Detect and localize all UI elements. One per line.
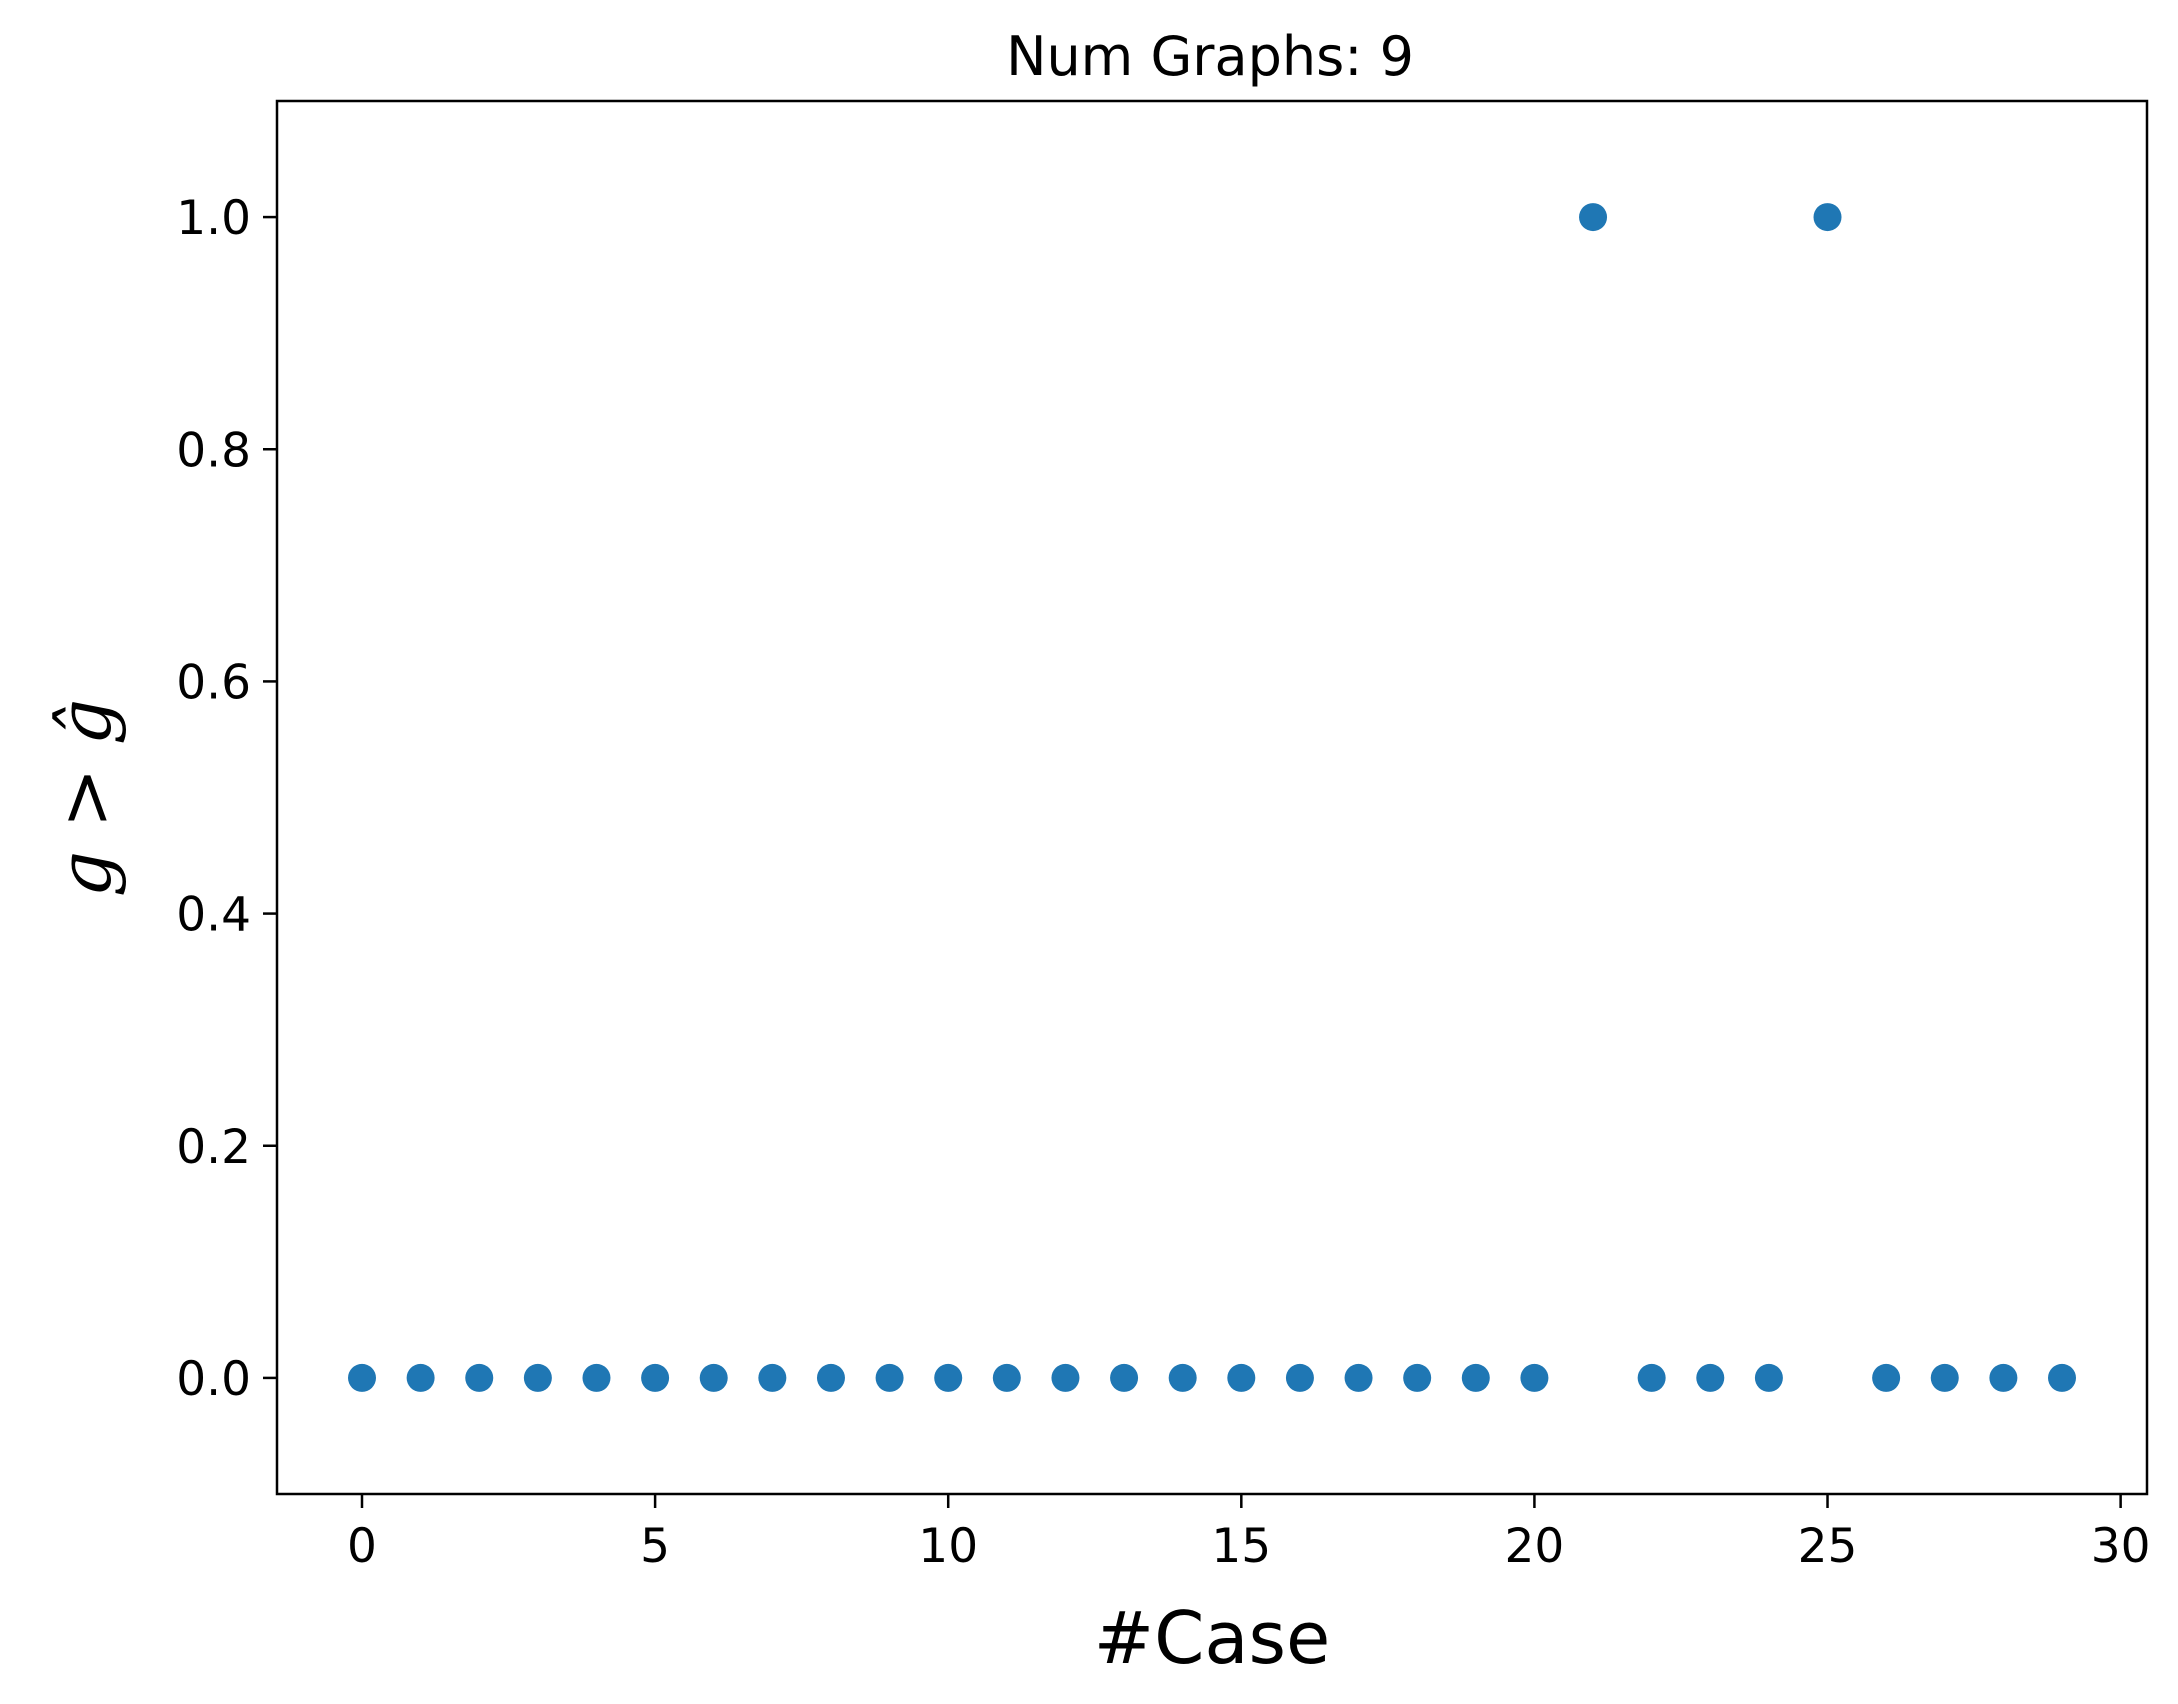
y-tick-label: 0.6 bbox=[176, 655, 251, 710]
x-axis-ticks: 0 5 10 15 20 25 30 bbox=[347, 1494, 2151, 1574]
x-tick-label: 15 bbox=[1211, 1519, 1271, 1574]
data-point bbox=[1461, 1363, 1490, 1392]
y-tick-label: 0.0 bbox=[176, 1352, 251, 1407]
data-point bbox=[348, 1363, 376, 1392]
data-point bbox=[1754, 1363, 1783, 1392]
data-point bbox=[1110, 1363, 1139, 1392]
data-point bbox=[523, 1363, 552, 1392]
y-tick-label: 0.2 bbox=[176, 1120, 251, 1175]
x-tick-label: 30 bbox=[2091, 1519, 2151, 1574]
data-point bbox=[406, 1363, 435, 1392]
data-point bbox=[1285, 1363, 1314, 1392]
x-tick-label: 20 bbox=[1505, 1519, 1565, 1574]
data-point bbox=[875, 1363, 904, 1392]
data-point bbox=[1520, 1363, 1549, 1392]
data-point bbox=[465, 1363, 494, 1392]
data-point bbox=[1168, 1363, 1197, 1392]
data-point bbox=[1051, 1363, 1080, 1392]
data-point bbox=[1403, 1363, 1432, 1392]
x-tick-label: 0 bbox=[347, 1519, 377, 1574]
data-point bbox=[582, 1363, 611, 1392]
x-tick-label: 5 bbox=[640, 1519, 670, 1574]
y-axis-ticks: 0.0 0.2 0.4 0.6 0.8 1.0 bbox=[176, 191, 277, 1407]
data-point bbox=[1872, 1363, 1901, 1392]
data-point bbox=[1637, 1363, 1666, 1392]
data-point bbox=[1579, 203, 1608, 232]
data-points bbox=[348, 203, 2076, 1392]
data-point bbox=[1227, 1363, 1256, 1392]
y-tick-label: 0.4 bbox=[176, 888, 251, 943]
plot-frame bbox=[275, 99, 2149, 1496]
data-point bbox=[1696, 1363, 1725, 1392]
data-point bbox=[1344, 1363, 1373, 1392]
data-point bbox=[1813, 203, 1842, 232]
data-point bbox=[699, 1363, 728, 1392]
y-axis-label: g > ĝ bbox=[43, 699, 127, 897]
data-point bbox=[1989, 1363, 2018, 1392]
data-point bbox=[934, 1363, 963, 1392]
data-point bbox=[641, 1363, 670, 1392]
data-point bbox=[1930, 1363, 1959, 1392]
chart-title: Num Graphs: 9 bbox=[1006, 25, 1414, 88]
y-tick-label: 0.8 bbox=[176, 423, 251, 478]
data-point bbox=[992, 1363, 1021, 1392]
y-tick-label: 1.0 bbox=[176, 191, 251, 246]
x-axis-label: #Case bbox=[1094, 1596, 1331, 1680]
data-point bbox=[816, 1363, 845, 1392]
data-point bbox=[758, 1363, 787, 1392]
x-tick-label: 10 bbox=[918, 1519, 978, 1574]
x-tick-label: 25 bbox=[1798, 1519, 1858, 1574]
data-point bbox=[2048, 1363, 2076, 1392]
